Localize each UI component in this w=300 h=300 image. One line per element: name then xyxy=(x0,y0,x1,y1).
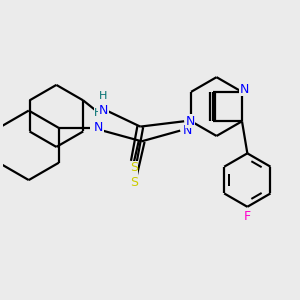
Text: F: F xyxy=(244,210,251,223)
Text: H: H xyxy=(99,91,108,101)
Text: N: N xyxy=(99,104,108,117)
Text: N: N xyxy=(94,122,103,134)
Text: N: N xyxy=(182,124,192,137)
Text: N: N xyxy=(185,115,195,128)
Text: S: S xyxy=(130,161,138,174)
Text: S: S xyxy=(130,176,138,189)
Text: N: N xyxy=(240,83,249,96)
Text: H: H xyxy=(94,108,103,118)
